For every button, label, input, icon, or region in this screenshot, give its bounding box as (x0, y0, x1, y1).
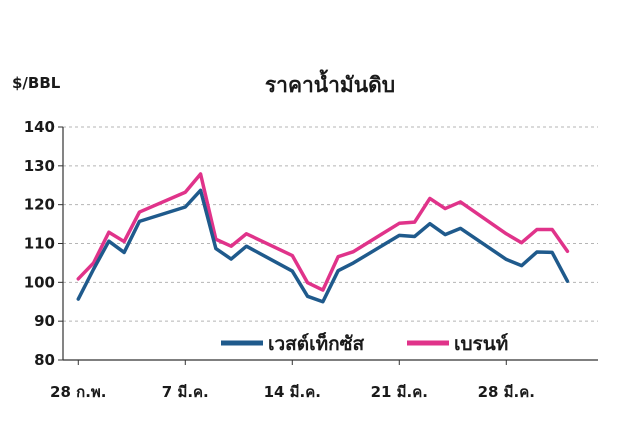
legend-label-wti: เวสต์เท็กซัส (268, 331, 365, 355)
chart-title: ราคาน้ำมันดิบ (265, 69, 395, 97)
y-tick-label: 110 (24, 235, 55, 253)
y-tick-label: 100 (24, 273, 55, 291)
y-tick-label: 120 (24, 196, 55, 214)
y-tick-label: 140 (24, 118, 55, 136)
x-tick-label: 21 มี.ค. (371, 383, 428, 401)
x-tick-label: 14 มี.ค. (264, 383, 321, 401)
y-tick-label: 80 (34, 351, 55, 369)
y-tick-label: 130 (24, 157, 55, 175)
y-tick-label: 90 (34, 312, 55, 330)
x-tick-label: 28 มี.ค. (478, 383, 535, 401)
y-axis-ticks: 80 90 100 110 120 130 140 (24, 118, 63, 369)
y-axis-unit: $/BBL (12, 74, 61, 92)
legend: เวสต์เท็กซัส เบรนท์ (221, 331, 508, 355)
x-tick-label: 28 ก.พ. (50, 383, 106, 401)
series-line (76, 188, 570, 304)
series-line (76, 172, 570, 292)
legend-label-brent: เบรนท์ (454, 333, 508, 355)
gridlines (63, 126, 598, 322)
series-lines (76, 172, 570, 304)
x-tick-label: 7 มี.ค. (162, 383, 209, 401)
x-axis-ticks: 28 ก.พ. 7 มี.ค. 14 มี.ค. 21 มี.ค. 28 มี.ค. (50, 360, 535, 401)
